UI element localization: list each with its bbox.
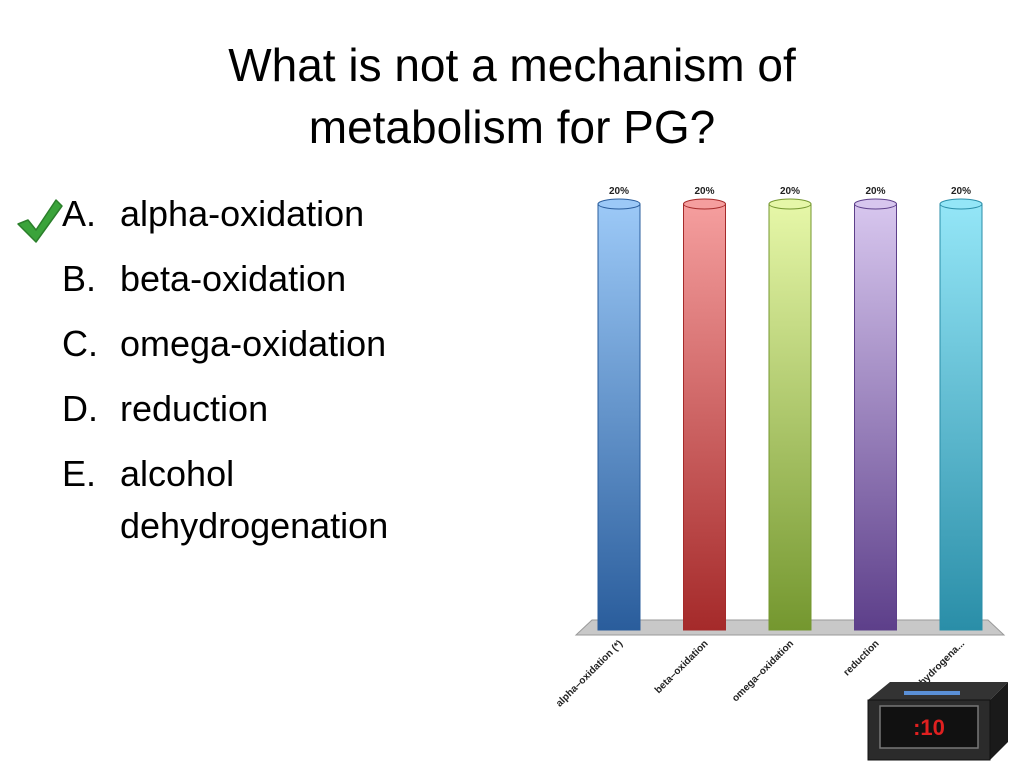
answer-list: A. alpha-oxidation B. beta-oxidation C. … (62, 188, 482, 565)
timer-value: :10 (913, 715, 945, 740)
answer-text: beta-oxidation (120, 258, 347, 299)
timer-box-side (990, 682, 1008, 760)
bar-value-label: 20% (694, 186, 714, 197)
answer-item: C. omega-oxidation (62, 318, 482, 370)
bar-value-label: 20% (609, 186, 629, 197)
bar (597, 203, 641, 631)
answer-item: B. beta-oxidation (62, 253, 482, 305)
bar-value-label: 20% (951, 186, 971, 197)
timer-screen (879, 705, 979, 749)
timer-indicator-bar (904, 691, 960, 695)
checkmark-icon (17, 199, 63, 243)
bar (683, 203, 726, 631)
answer-text: reduction (120, 388, 269, 429)
bar-cap (597, 198, 641, 210)
title-line-1: What is not a mechanism of (228, 39, 796, 91)
bar (768, 203, 812, 631)
answer-item: E. alcohol dehydrogenation (62, 448, 482, 552)
bar-cap (768, 198, 812, 210)
bar-cap (939, 198, 983, 210)
answer-letter: A. (62, 193, 97, 234)
answer-letter: D. (62, 388, 98, 429)
answer-letter: E. (62, 453, 97, 494)
slide-title: What is not a mechanism of metabolism fo… (0, 34, 1024, 158)
answer-item: D. reduction (62, 383, 482, 435)
answer-item: A. alpha-oxidation (62, 188, 482, 240)
bar (939, 203, 983, 631)
answer-text: alpha-oxidation (120, 193, 365, 234)
answer-letter: B. (62, 258, 97, 299)
title-line-2: metabolism for PG? (308, 101, 716, 153)
bar-cap (854, 198, 897, 210)
answer-letter: C. (62, 323, 98, 364)
response-chart: 20% alpha–oxidation (*) 20% beta–oxidation 2… (554, 186, 1006, 723)
answer-text: alcohol dehydrogenation (120, 453, 389, 546)
category-label: omega–oxidation (730, 638, 796, 704)
bar-value-label: 20% (780, 186, 800, 197)
bar-value-label: 20% (865, 186, 885, 197)
bar (854, 203, 897, 631)
answer-text: omega-oxidation (120, 323, 387, 364)
category-label: beta–oxidation (653, 638, 711, 696)
category-label: alpha–oxidation (*) (554, 638, 625, 709)
countdown-timer: :10 (867, 682, 1008, 761)
bar-cap (683, 198, 726, 210)
category-label: reduction (842, 638, 882, 678)
